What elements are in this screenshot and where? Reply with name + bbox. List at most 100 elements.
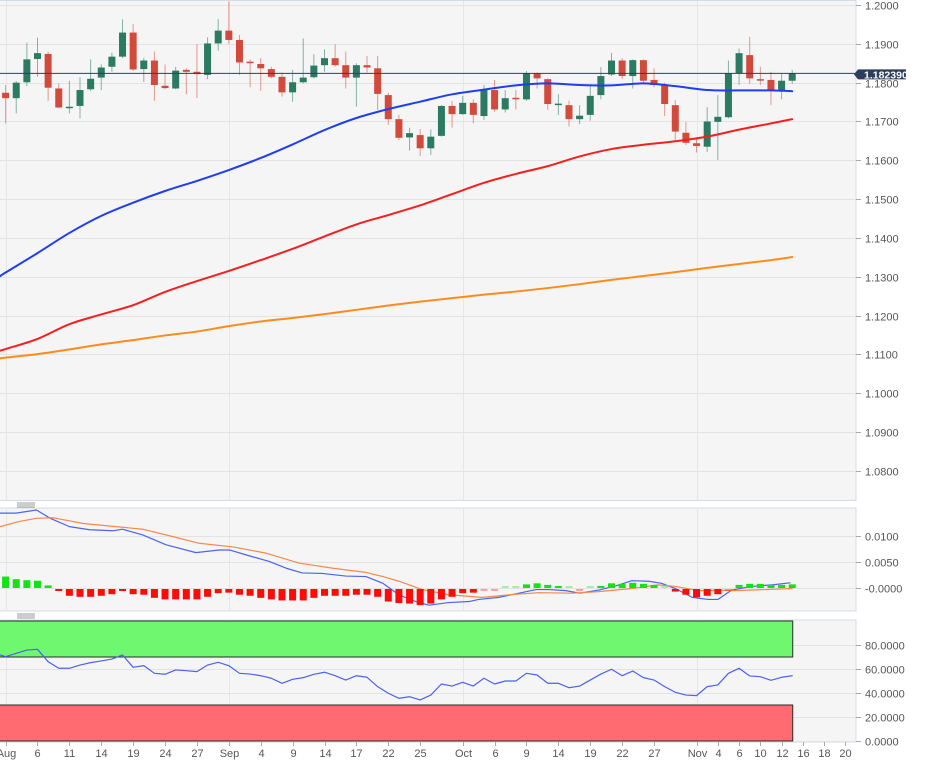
histogram-bar-negative: [97, 589, 105, 596]
x-axis-label: 20: [839, 748, 851, 760]
y-axis-label: 1.1600: [865, 156, 899, 168]
x-axis-label: 6: [736, 748, 742, 760]
candle-bullish: [586, 86, 594, 121]
macd-pane[interactable]: [0, 507, 857, 612]
x-axis-label: Sep: [220, 748, 240, 760]
histogram-bar-negative: [491, 589, 499, 592]
candle-bullish: [735, 48, 743, 85]
macd-y-axis[interactable]: 0.0100 0.0050 -0.0000: [856, 532, 902, 596]
rsi-plot[interactable]: [0, 620, 794, 742]
candle-bearish: [756, 66, 764, 85]
candle-body: [97, 67, 105, 78]
candle-bearish: [363, 55, 371, 73]
candle-bearish: [395, 114, 403, 141]
rsi-pane[interactable]: [0, 619, 857, 743]
histogram-bar-negative: [671, 589, 679, 592]
histogram-bar-negative: [703, 589, 711, 596]
histogram-bar-positive: [512, 586, 520, 589]
candle-body: [512, 97, 520, 100]
candle-bullish: [352, 63, 360, 107]
histogram-bar-negative: [76, 589, 84, 597]
candle-bullish: [459, 95, 467, 115]
candle-bullish: [522, 71, 530, 101]
histogram-bar-positive: [608, 583, 616, 589]
histogram-bar-negative: [257, 589, 265, 598]
candle-bullish: [480, 84, 488, 120]
histogram-bar-negative: [246, 589, 254, 596]
histogram-bar-positive: [756, 583, 764, 589]
x-axis[interactable]: Aug 6 11 14 19 24 27 Sep 4 9 14 17 22 25 Oct 6 9 14 19 22 27…: [0, 742, 852, 760]
x-axis-label: 25: [414, 748, 426, 760]
histogram-bar-negative: [289, 589, 297, 601]
candle-bearish: [278, 72, 286, 97]
histogram-bar-negative: [714, 589, 722, 595]
candle-bullish: [140, 57, 148, 82]
candle-body: [23, 59, 31, 83]
y-axis-label: 1.1500: [865, 195, 899, 207]
candle-body: [661, 84, 669, 105]
rsi-pane-resize-handle[interactable]: [17, 613, 35, 619]
x-axis-label: Oct: [455, 748, 472, 760]
histogram-bar-negative: [321, 589, 328, 596]
histogram-bar-positive: [544, 584, 552, 589]
candle-bearish: [618, 58, 626, 80]
y-axis-label: 1.1000: [865, 389, 899, 401]
histogram-bar-positive: [565, 586, 573, 589]
histogram-bar-positive: [735, 584, 743, 589]
histogram-bar-negative: [150, 589, 158, 598]
candle-body: [565, 105, 573, 120]
macd-pane-resize-handle[interactable]: [17, 502, 35, 508]
candle-bullish: [608, 52, 616, 77]
histogram-bar-negative: [140, 589, 148, 595]
histogram-bar-positive: [788, 584, 796, 589]
price-plot[interactable]: [0, 1, 796, 360]
candle-bullish: [576, 105, 584, 125]
candle-bearish: [416, 129, 424, 157]
candle-body: [225, 30, 233, 40]
macd-plot[interactable]: [0, 509, 796, 606]
x-axis-label: Aug: [0, 748, 16, 760]
histogram-bar-positive: [522, 584, 530, 589]
candle-body: [735, 53, 743, 74]
y-axis-label: 1.1100: [865, 350, 898, 362]
candle-body: [448, 105, 456, 115]
histogram-bar-negative: [129, 589, 137, 595]
candle-bearish: [639, 59, 647, 83]
candle-body: [310, 65, 318, 78]
candle-body: [395, 119, 403, 138]
candle-bullish: [501, 90, 509, 113]
candle-bullish: [714, 95, 722, 160]
histogram-bar-negative: [395, 589, 403, 604]
histogram-bar-positive: [650, 584, 658, 589]
candle-body: [278, 76, 286, 93]
candle-body: [321, 58, 328, 66]
candle-body: [756, 79, 764, 81]
histogram-bar-positive: [12, 579, 20, 589]
x-axis-label: 14: [95, 748, 107, 760]
candle-bullish: [204, 37, 212, 80]
candle-bullish: [788, 69, 796, 84]
candle-bullish: [23, 42, 31, 87]
histogram-bar-positive: [33, 580, 41, 589]
candle-bullish: [12, 81, 20, 114]
candle-body: [778, 80, 786, 91]
candle-body: [682, 132, 690, 143]
candle-body: [714, 116, 722, 122]
candle-bullish: [778, 74, 786, 100]
rsi-y-axis[interactable]: 80.0000 60.0000 40.0000 20.0000 0.0000: [856, 641, 905, 749]
price-pane[interactable]: [0, 0, 857, 501]
candle-body: [629, 60, 637, 77]
candle-body: [289, 82, 297, 93]
candle-body: [161, 85, 169, 89]
y-axis-label: 80.0000: [865, 641, 905, 653]
histogram-bar-negative: [172, 589, 180, 600]
candle-body: [12, 82, 20, 99]
candle-bullish: [310, 54, 318, 79]
candle-bullish: [554, 94, 562, 115]
histogram-bar-negative: [161, 589, 169, 600]
price-y-axis[interactable]: 1.2000 1.1900 1.1800 1.1700 1.1600 1.1500 1.14…: [856, 1, 899, 479]
candle-bearish: [491, 79, 499, 112]
y-axis-label: -0.0000: [865, 584, 902, 596]
x-axis-label: 22: [382, 748, 394, 760]
